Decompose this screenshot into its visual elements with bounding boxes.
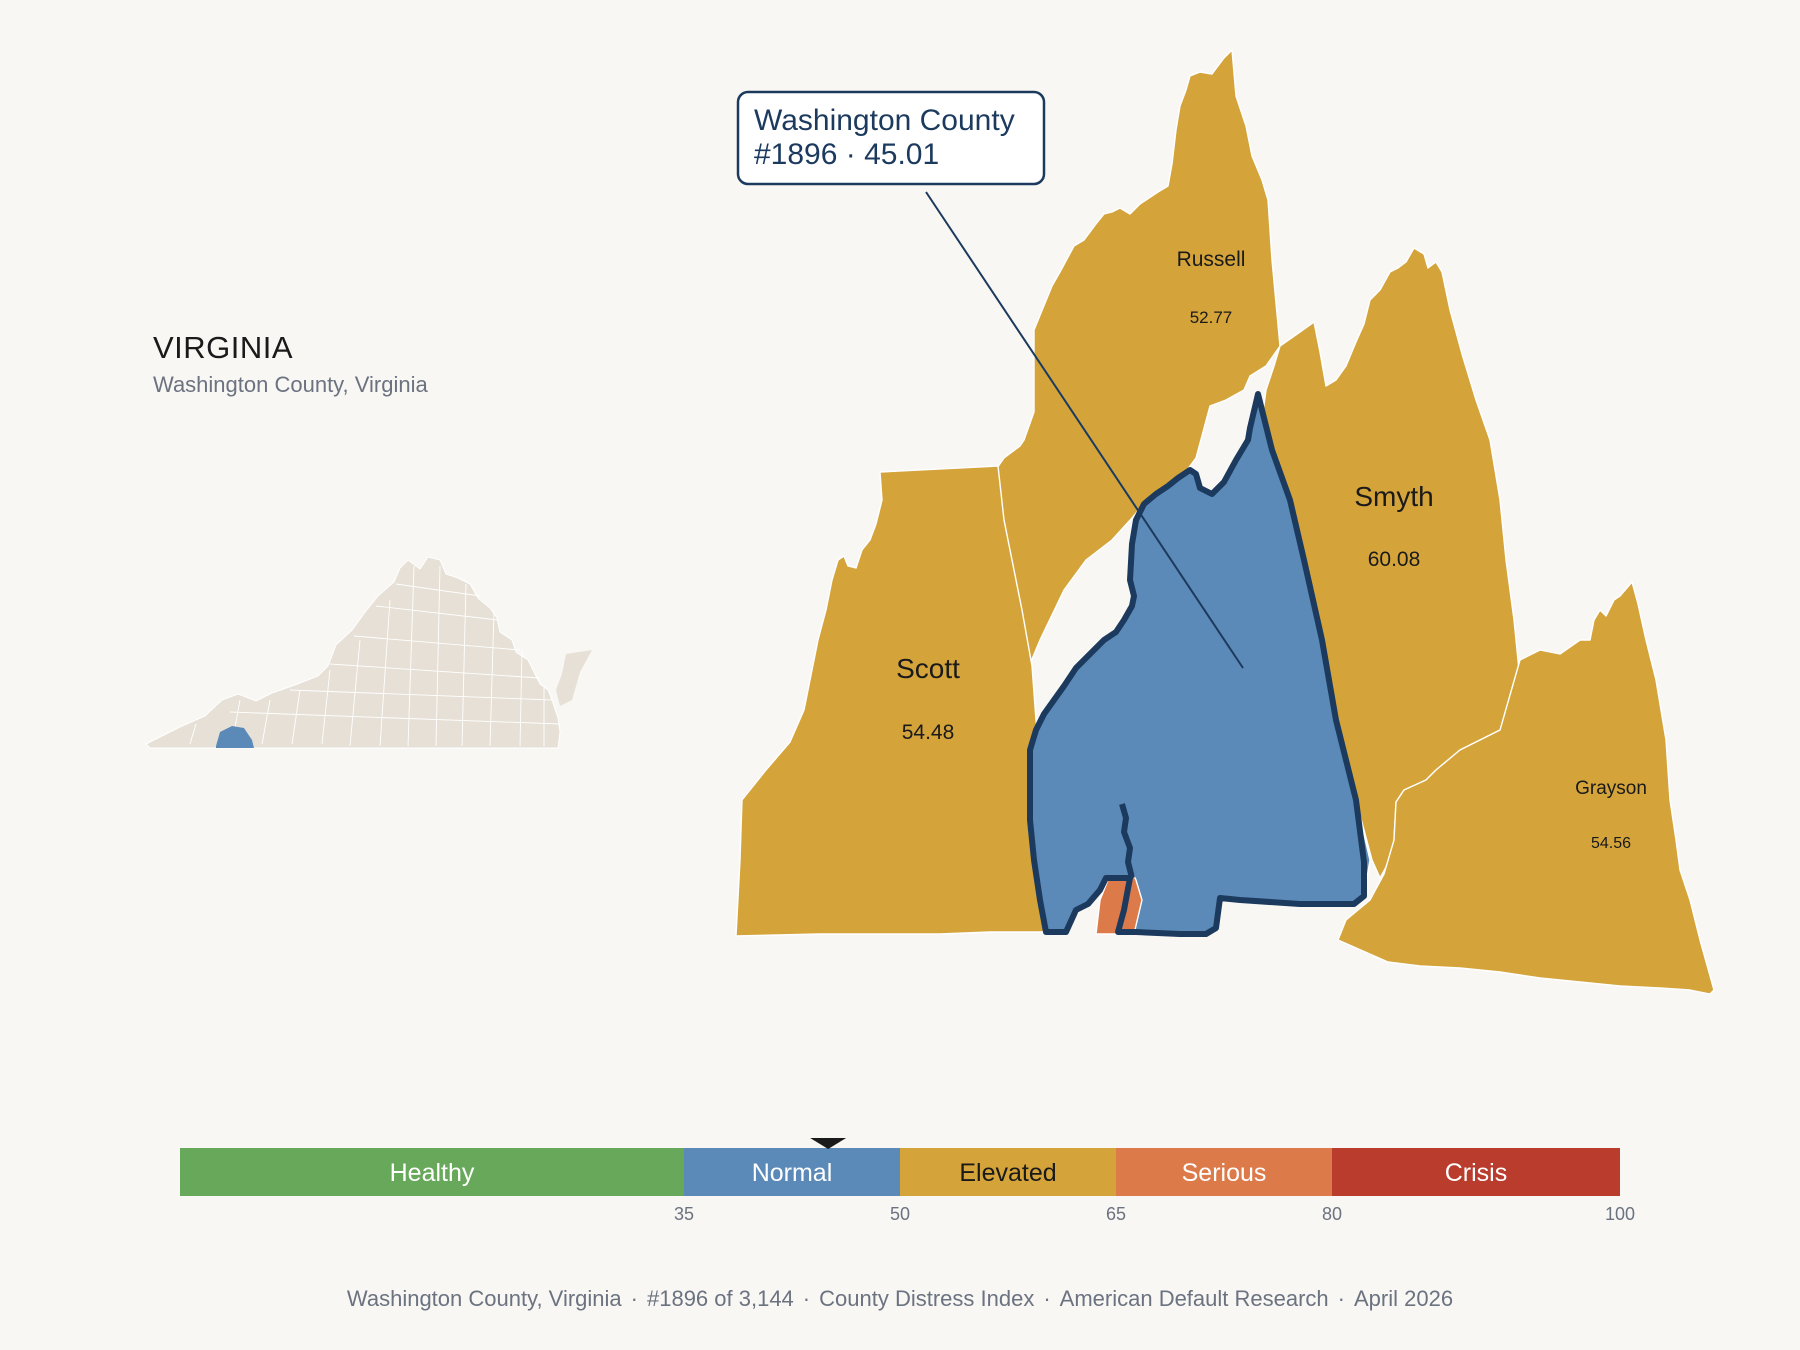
inset-virginia-shape (145, 556, 561, 749)
legend-band-elevated (900, 1148, 1116, 1196)
county-scott[interactable] (735, 465, 1067, 937)
county-label-scott: Scott (896, 653, 960, 684)
distress-legend: Healthy Normal Elevated Serious Crisis 35 50 65… (180, 1138, 1635, 1224)
highlight-outline-path (1027, 391, 1367, 937)
legend-band-label: Normal (752, 1159, 833, 1187)
county-labels: Russell 52.77 Scott 54.48 Smyth 60.08 Gr… (896, 248, 1647, 852)
legend-band-label: Healthy (390, 1159, 475, 1187)
state-subtitle: Washington County, Virginia (153, 372, 428, 397)
county-value-grayson: 54.56 (1591, 835, 1631, 852)
legend-tick-label: 35 (674, 1204, 694, 1224)
county-value-scott: 54.48 (902, 721, 955, 744)
county-callout: Washington County #1896 · 45.01 (736, 90, 1244, 669)
inset-county-lines (189, 565, 561, 747)
inset-highlight-county (216, 726, 254, 748)
county-value-russell: 52.77 (1190, 308, 1233, 327)
legend-tick-label: 50 (890, 1204, 910, 1224)
legend-band-label: Crisis (1445, 1159, 1508, 1187)
footer-rank: #1896 of 3,144 (646, 1286, 794, 1311)
footer-separator: · (802, 1286, 811, 1311)
footer-county: Washington County, Virginia (346, 1286, 622, 1311)
callout-leader-line (925, 191, 1244, 669)
legend-tick-label: 100 (1605, 1204, 1635, 1224)
legend-band-serious (1116, 1148, 1332, 1196)
county-value-smyth: 60.08 (1368, 548, 1421, 571)
legend-band-label: Serious (1182, 1159, 1267, 1187)
footer-source: American Default Research (1059, 1286, 1329, 1311)
legend-band-normal (684, 1148, 900, 1196)
legend-tick-label: 65 (1106, 1204, 1126, 1224)
county-shapes (735, 49, 1715, 995)
highlight-outline (1027, 391, 1367, 937)
legend-marker-icon (810, 1138, 847, 1149)
legend-tick-label: 80 (1322, 1204, 1342, 1224)
legend-band-healthy (180, 1148, 684, 1196)
county-grayson[interactable] (1337, 581, 1715, 995)
footer-date: April 2026 (1354, 1286, 1454, 1311)
legend-band-crisis (1332, 1148, 1620, 1196)
state-title: VIRGINIA (153, 330, 294, 365)
footer: Washington County, Virginia · #1896 of 3,1… (0, 1286, 1800, 1312)
callout-title: Washington County (754, 104, 1015, 137)
county-russell[interactable] (996, 49, 1281, 665)
inset-eastern-shore-shape (556, 650, 592, 706)
footer-separator: · (630, 1286, 638, 1311)
county-label-grayson: Grayson (1575, 778, 1647, 799)
legend-band-label: Elevated (959, 1159, 1056, 1187)
footer-index-name: County Distress Index (819, 1286, 1035, 1311)
inset-state-map (145, 556, 592, 749)
reservoir-shape (1119, 803, 1135, 879)
callout-rank-score: #1896 · 45.01 (754, 138, 939, 171)
footer-separator: · (1043, 1286, 1051, 1311)
county-label-smyth: Smyth (1354, 481, 1433, 512)
county-label-russell: Russell (1177, 248, 1246, 271)
callout-box (736, 90, 1046, 186)
footer-separator: · (1337, 1286, 1345, 1311)
